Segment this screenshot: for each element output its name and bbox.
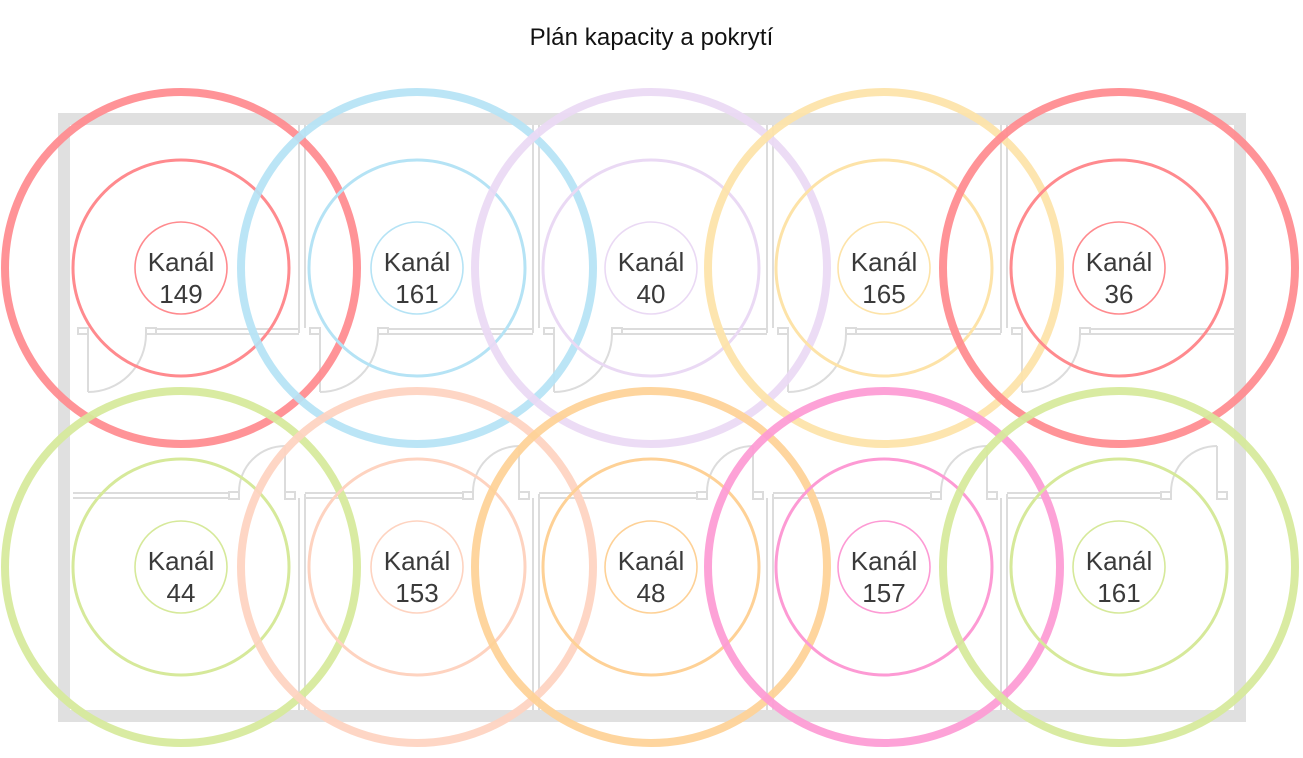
door-jamb (77, 327, 89, 335)
door-jamb (462, 491, 474, 500)
door-jamb (777, 327, 789, 335)
channel-label: Kanál (618, 546, 685, 576)
door-jamb (377, 327, 389, 335)
coverage-ring-outer (471, 88, 831, 448)
outer-wall (58, 113, 1246, 722)
door-jamb (1160, 491, 1172, 500)
channel-number: 165 (862, 279, 905, 309)
door-swing (706, 445, 754, 493)
door-swing (553, 333, 613, 393)
capacity-ring-middle (541, 457, 761, 677)
capacity-ring-middle (774, 457, 994, 677)
channel-number: 153 (395, 578, 438, 608)
channel-badge-ring (134, 520, 228, 614)
walls (58, 113, 1246, 722)
channel-label: Kanál (618, 247, 685, 277)
door-jamb (1011, 327, 1023, 335)
door-jamb (284, 491, 296, 500)
door-jamb (696, 491, 708, 500)
channel-number: 161 (1097, 578, 1140, 608)
coverage-ring-outer (1, 387, 361, 747)
door-swing (319, 333, 379, 393)
door-swing (472, 445, 520, 493)
coverage-ring-outer (237, 88, 597, 448)
door-swing (787, 333, 847, 393)
door-jamb (930, 491, 942, 500)
channel-badge-ring (134, 221, 228, 315)
channel-badge-ring (1072, 221, 1166, 315)
coverage-ring-outer (237, 387, 597, 747)
channel-label: Kanál (851, 546, 918, 576)
channel-label: Kanál (851, 247, 918, 277)
channel-badge-ring (604, 221, 698, 315)
channel-badge-ring (370, 520, 464, 614)
door-jamb (611, 327, 623, 335)
door-jamb (518, 491, 530, 500)
coverage-ring-outer (939, 387, 1299, 747)
channel-number: 44 (167, 578, 196, 608)
channel-badge-ring (837, 221, 931, 315)
door-jamb (543, 327, 555, 335)
channel-number: 40 (637, 279, 666, 309)
channel-badge-ring (604, 520, 698, 614)
door-swing (87, 333, 147, 393)
door-swing (1170, 445, 1218, 493)
door-jamb (845, 327, 857, 335)
door-jamb (228, 491, 240, 500)
channel-label: Kanál (384, 546, 451, 576)
channel-badge-ring (370, 221, 464, 315)
door-jamb (145, 327, 157, 335)
coverage-ring-outer (1, 88, 361, 448)
channel-label: Kanál (1086, 546, 1153, 576)
channel-badge-ring (1072, 520, 1166, 614)
access-points: Kanál149Kanál161Kanál40Kanál165Kanál36Ka… (1, 88, 1299, 747)
capacity-ring-middle (71, 457, 291, 677)
capacity-ring-middle (307, 158, 527, 378)
coverage-ring-outer (471, 387, 831, 747)
coverage-ring-outer (939, 88, 1299, 448)
channel-badge-ring (837, 520, 931, 614)
capacity-ring-middle (1009, 457, 1229, 677)
door-swing (238, 445, 286, 493)
coverage-ring-outer (704, 387, 1064, 747)
coverage-ring-outer (704, 88, 1064, 448)
capacity-ring-middle (71, 158, 291, 378)
diagram-title: Plán kapacity a pokrytí (529, 24, 774, 51)
door-jamb (986, 491, 998, 500)
door-jamb (309, 327, 321, 335)
door-jamb (1079, 327, 1091, 335)
door-jamb (1216, 491, 1228, 500)
channel-label: Kanál (384, 247, 451, 277)
channel-label: Kanál (148, 546, 215, 576)
door-swing (1021, 333, 1081, 393)
capacity-ring-middle (774, 158, 994, 378)
door-swing (940, 445, 988, 493)
capacity-ring-middle (541, 158, 761, 378)
channel-number: 157 (862, 578, 905, 608)
channel-number: 48 (637, 578, 666, 608)
channel-number: 149 (159, 279, 202, 309)
capacity-ring-middle (307, 457, 527, 677)
door-jamb (752, 491, 764, 500)
capacity-ring-middle (1009, 158, 1229, 378)
channel-label: Kanál (1086, 247, 1153, 277)
channel-number: 36 (1105, 279, 1134, 309)
channel-number: 161 (395, 279, 438, 309)
channel-label: Kanál (148, 247, 215, 277)
